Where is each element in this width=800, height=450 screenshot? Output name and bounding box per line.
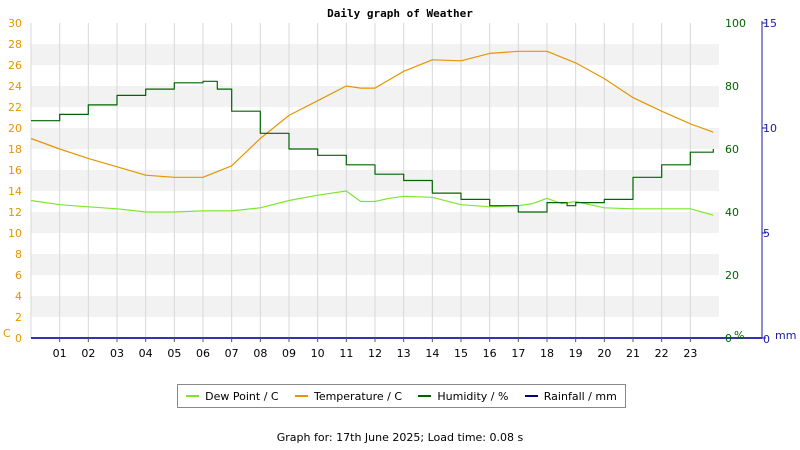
legend-label-humidity: Humidity / %	[437, 389, 509, 403]
tick-label-humidity: 80	[725, 80, 739, 93]
tick-label-temperature: 26	[8, 59, 22, 72]
tick-label-temperature: 0	[15, 332, 22, 345]
tick-label-hour: 18	[540, 347, 554, 360]
legend-label-rainfall: Rainfall / mm	[543, 389, 617, 403]
tick-label-humidity: 40	[725, 206, 739, 219]
series-line-temperature	[30, 50, 714, 178]
tick-label-humidity: 100	[725, 17, 746, 30]
tick-label-temperature: 28	[8, 38, 22, 51]
tick-label-temperature: 12	[8, 206, 22, 219]
tick-label-temperature: 18	[8, 143, 22, 156]
tick-label-hour: 05	[167, 347, 181, 360]
tick-label-temperature: 2	[15, 311, 22, 324]
rain-axis-ticks: 0 5 10 15	[762, 17, 777, 346]
tick-label-rain: 10	[763, 122, 777, 135]
series-line-humidity	[31, 80, 714, 213]
tick-label-temperature: 8	[15, 248, 22, 261]
tick-label-temperature: 16	[8, 164, 22, 177]
tick-label-rain: 0	[763, 333, 770, 346]
tick-label-temperature: 30	[8, 17, 22, 30]
legend-label-temperature: Temperature / C	[313, 389, 403, 403]
tick-label-rain: 15	[763, 17, 777, 30]
tick-label-hour: 21	[626, 347, 640, 360]
tick-label-hour: 11	[339, 347, 353, 360]
graph-footer: Graph for: 17th June 2025; Load time: 0.…	[276, 431, 524, 444]
legend-item-temperature: Temperature / C	[294, 389, 403, 403]
tick-label-hour: 02	[81, 347, 95, 360]
tick-label-hour: 20	[597, 347, 611, 360]
legend-item-dew-point: Dew Point / C	[186, 389, 279, 403]
legend-item-humidity: Humidity / %	[418, 390, 508, 403]
legend-swatch-humidity	[418, 395, 432, 397]
legend-label-dew-point: Dew Point / C	[205, 389, 279, 403]
humidity-axis-unit: %	[734, 329, 744, 342]
humidity-axis-ticks: 0 20 40 60 80 100	[725, 17, 746, 345]
tick-label-temperature: 4	[15, 290, 22, 303]
legend-item-rainfall: Rainfall / mm	[524, 389, 617, 403]
tick-label-temperature: 22	[8, 101, 22, 114]
vertical-gridlines	[30, 23, 691, 338]
temperature-axis-unit: C	[3, 327, 11, 340]
tick-label-humidity: 60	[725, 143, 739, 156]
tick-label-hour: 15	[454, 347, 468, 360]
tick-label-temperature: 14	[8, 185, 22, 198]
tick-label-hour: 13	[397, 347, 411, 360]
tick-label-hour: 09	[282, 347, 296, 360]
tick-label-temperature: 24	[8, 80, 22, 93]
tick-label-rain: 5	[763, 227, 770, 240]
tick-label-humidity: 20	[725, 269, 739, 282]
tick-label-hour: 10	[311, 347, 325, 360]
tick-label-hour: 14	[425, 347, 439, 360]
tick-label-hour: 01	[53, 347, 67, 360]
chart-title: Daily graph of Weather	[327, 7, 473, 20]
tick-label-hour: 17	[511, 347, 525, 360]
tick-label-hour: 03	[110, 347, 124, 360]
tick-label-hour: 16	[483, 347, 497, 360]
weather-chart: Daily graph of Weather 02468101214161820…	[3, 7, 796, 360]
legend-swatch-rainfall	[524, 395, 538, 397]
legend-swatch-temperature	[294, 395, 308, 397]
tick-label-humidity: 0	[725, 332, 732, 345]
rain-axis-unit: mm	[775, 329, 796, 342]
chart-legend: Dew Point / C Temperature / C Humidity /…	[177, 384, 626, 408]
tick-label-hour: 12	[368, 347, 382, 360]
hour-axis-ticks: 01 02 03 04 05 06 07 08 09 10 11 12 13 14 15 16 17 18 19 20…	[53, 338, 697, 360]
tick-label-hour: 04	[139, 347, 153, 360]
legend-swatch-dew-point	[186, 395, 200, 397]
tick-label-hour: 07	[225, 347, 239, 360]
tick-label-temperature: 10	[8, 227, 22, 240]
tick-label-hour: 23	[683, 347, 697, 360]
tick-label-hour: 08	[253, 347, 267, 360]
series-line-dew-point	[30, 190, 714, 216]
tick-label-hour: 19	[569, 347, 583, 360]
tick-label-hour: 22	[655, 347, 669, 360]
tick-label-temperature: 6	[15, 269, 22, 282]
tick-label-temperature: 20	[8, 122, 22, 135]
tick-label-hour: 06	[196, 347, 210, 360]
